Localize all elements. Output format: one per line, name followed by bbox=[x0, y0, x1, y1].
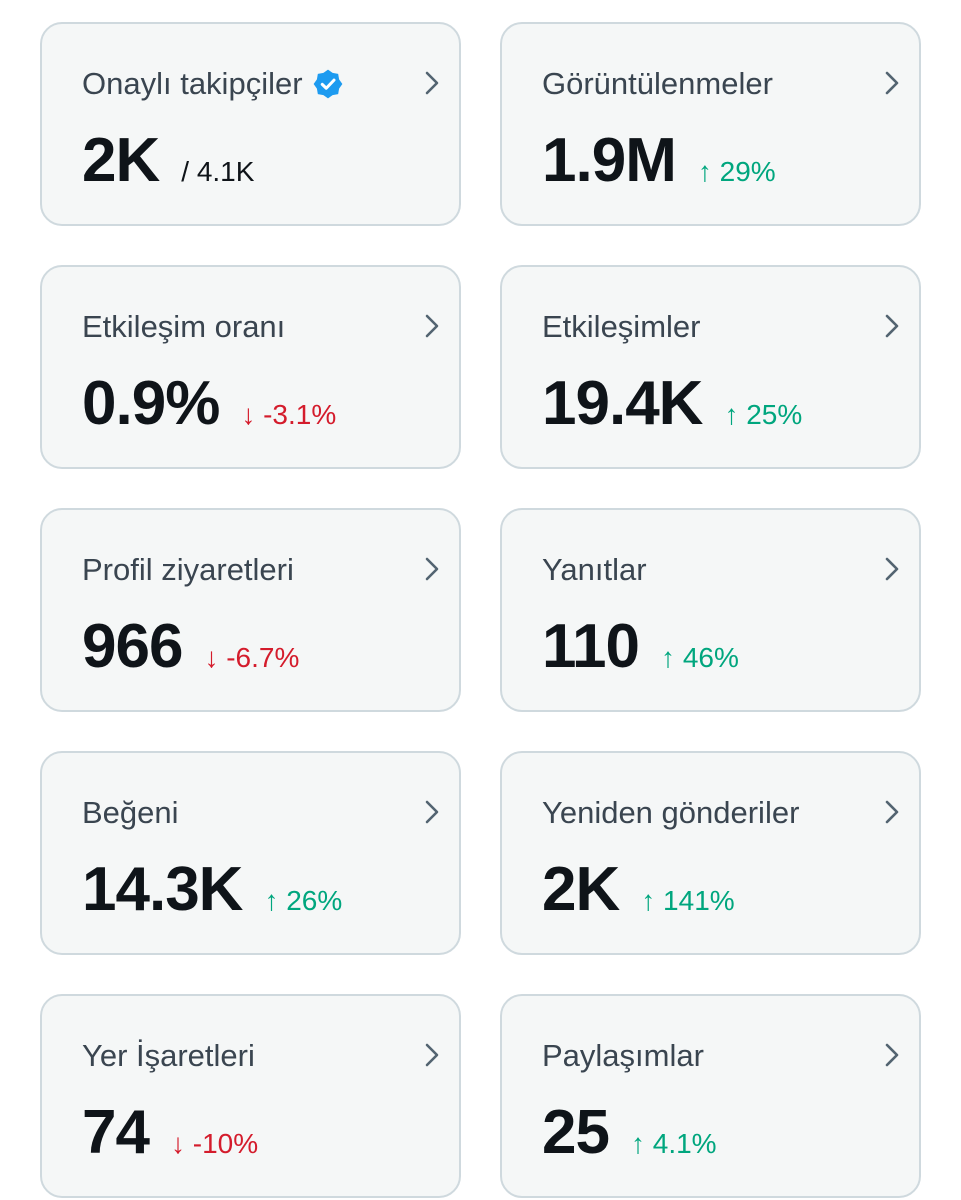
arrow-up-icon: ↑ bbox=[641, 885, 664, 916]
metric-value-row: 0.9% ↓ -3.1% bbox=[82, 373, 336, 435]
metric-title: Yeniden gönderiler bbox=[542, 795, 800, 830]
metric-change-value: 4.1% bbox=[652, 1128, 717, 1159]
metric-value-row: 110 ↑ 46% bbox=[542, 616, 739, 678]
metric-change: ↑ 26% bbox=[264, 885, 342, 917]
metric-value: 966 bbox=[82, 612, 183, 681]
metric-total: / 4.1K bbox=[181, 156, 255, 187]
chevron-right-icon[interactable] bbox=[881, 1040, 903, 1070]
chevron-right-icon[interactable] bbox=[421, 797, 443, 827]
metric-change-value: 26% bbox=[286, 885, 343, 916]
verified-badge-icon bbox=[313, 69, 343, 99]
metric-value-row: 966 ↓ -6.7% bbox=[82, 616, 299, 678]
metric-value: 110 bbox=[542, 612, 640, 681]
metric-change: ↑ 29% bbox=[698, 156, 776, 188]
metric-card-engagement-rate[interactable]: Etkileşim oranı 0.9% ↓ -3.1% bbox=[40, 265, 461, 469]
metric-title: Yanıtlar bbox=[542, 552, 647, 587]
metric-title: Yer İşaretleri bbox=[82, 1038, 255, 1073]
metric-change-value: 29% bbox=[719, 156, 776, 187]
metric-value-row: 2K / 4.1K bbox=[82, 130, 254, 192]
metric-change: ↑ 4.1% bbox=[631, 1128, 717, 1160]
metric-value-row: 74 ↓ -10% bbox=[82, 1102, 258, 1164]
metric-change: ↑ 46% bbox=[661, 642, 739, 674]
metric-value-row: 2K ↑ 141% bbox=[542, 859, 735, 921]
metric-change-value: 25% bbox=[746, 399, 803, 430]
metric-value: 25 bbox=[542, 1098, 610, 1167]
metric-value: 1.9M bbox=[542, 126, 677, 195]
metric-title: Etkileşim oranı bbox=[82, 309, 286, 344]
metric-title-row: Beğeni bbox=[82, 795, 179, 831]
metric-title: Beğeni bbox=[82, 795, 179, 830]
arrow-up-icon: ↑ bbox=[630, 1128, 653, 1159]
metric-value: 19.4K bbox=[542, 369, 703, 438]
metric-change-value: -6.7% bbox=[226, 642, 300, 673]
metric-title-row: Yanıtlar bbox=[542, 552, 647, 588]
chevron-right-icon[interactable] bbox=[881, 311, 903, 341]
metric-card-reposts[interactable]: Yeniden gönderiler 2K ↑ 141% bbox=[500, 751, 921, 955]
metric-value-row: 14.3K ↑ 26% bbox=[82, 859, 342, 921]
metric-title: Paylaşımlar bbox=[542, 1038, 704, 1073]
metric-change: ↑ 25% bbox=[724, 399, 802, 431]
metric-value: 2K bbox=[82, 126, 160, 195]
metric-title: Profil ziyaretleri bbox=[82, 552, 294, 587]
chevron-right-icon[interactable] bbox=[421, 68, 443, 98]
metric-card-bookmarks[interactable]: Yer İşaretleri 74 ↓ -10% bbox=[40, 994, 461, 1198]
metric-card-shares[interactable]: Paylaşımlar 25 ↑ 4.1% bbox=[500, 994, 921, 1198]
chevron-right-icon[interactable] bbox=[421, 311, 443, 341]
arrow-up-icon: ↑ bbox=[264, 885, 287, 916]
metric-value-row: 25 ↑ 4.1% bbox=[542, 1102, 717, 1164]
metrics-grid: Onaylı takipçiler 2K / 4.1K Görüntülenme… bbox=[40, 22, 921, 1198]
metric-value-row: 19.4K ↑ 25% bbox=[542, 373, 802, 435]
arrow-down-icon: ↓ bbox=[241, 399, 264, 430]
metric-title: Görüntülenmeler bbox=[542, 66, 773, 101]
metric-title-row: Yeniden gönderiler bbox=[542, 795, 799, 831]
metric-change-value: 141% bbox=[663, 885, 735, 916]
arrow-down-icon: ↓ bbox=[170, 1128, 193, 1159]
metric-value: 0.9% bbox=[82, 369, 220, 438]
metric-title-row: Görüntülenmeler bbox=[542, 66, 773, 102]
metric-title-row: Paylaşımlar bbox=[542, 1038, 704, 1074]
metric-title-row: Etkileşim oranı bbox=[82, 309, 285, 345]
metric-card-replies[interactable]: Yanıtlar 110 ↑ 46% bbox=[500, 508, 921, 712]
arrow-up-icon: ↑ bbox=[697, 156, 720, 187]
metric-title-row: Profil ziyaretleri bbox=[82, 552, 294, 588]
metric-value: 14.3K bbox=[82, 855, 243, 924]
metric-title: Etkileşimler bbox=[542, 309, 701, 344]
arrow-up-icon: ↑ bbox=[724, 399, 747, 430]
chevron-right-icon[interactable] bbox=[881, 554, 903, 584]
metric-title: Onaylı takipçiler bbox=[82, 66, 303, 101]
metric-value-row: 1.9M ↑ 29% bbox=[542, 130, 776, 192]
chevron-right-icon[interactable] bbox=[421, 554, 443, 584]
metric-change-value: -10% bbox=[192, 1128, 259, 1159]
metric-title-row: Yer İşaretleri bbox=[82, 1038, 255, 1074]
metric-change: ↓ -10% bbox=[171, 1128, 258, 1160]
arrow-up-icon: ↑ bbox=[661, 642, 683, 673]
metric-card-verified-followers[interactable]: Onaylı takipçiler 2K / 4.1K bbox=[40, 22, 461, 226]
metric-value: 74 bbox=[82, 1098, 150, 1167]
metric-change: ↑ 141% bbox=[641, 885, 734, 917]
arrow-down-icon: ↓ bbox=[204, 642, 227, 673]
metric-card-likes[interactable]: Beğeni 14.3K ↑ 26% bbox=[40, 751, 461, 955]
chevron-right-icon[interactable] bbox=[881, 68, 903, 98]
metric-card-profile-visits[interactable]: Profil ziyaretleri 966 ↓ -6.7% bbox=[40, 508, 461, 712]
chevron-right-icon[interactable] bbox=[421, 1040, 443, 1070]
metric-change-value: 46% bbox=[682, 642, 739, 673]
metric-value: 2K bbox=[542, 855, 620, 924]
metric-card-impressions[interactable]: Görüntülenmeler 1.9M ↑ 29% bbox=[500, 22, 921, 226]
metric-change: ↓ -6.7% bbox=[204, 642, 299, 674]
metric-title-row: Onaylı takipçiler bbox=[82, 66, 343, 102]
metric-change: ↓ -3.1% bbox=[241, 399, 336, 431]
metric-change-value: -3.1% bbox=[263, 399, 337, 430]
metric-title-row: Etkileşimler bbox=[542, 309, 700, 345]
chevron-right-icon[interactable] bbox=[881, 797, 903, 827]
metric-card-engagements[interactable]: Etkileşimler 19.4K ↑ 25% bbox=[500, 265, 921, 469]
